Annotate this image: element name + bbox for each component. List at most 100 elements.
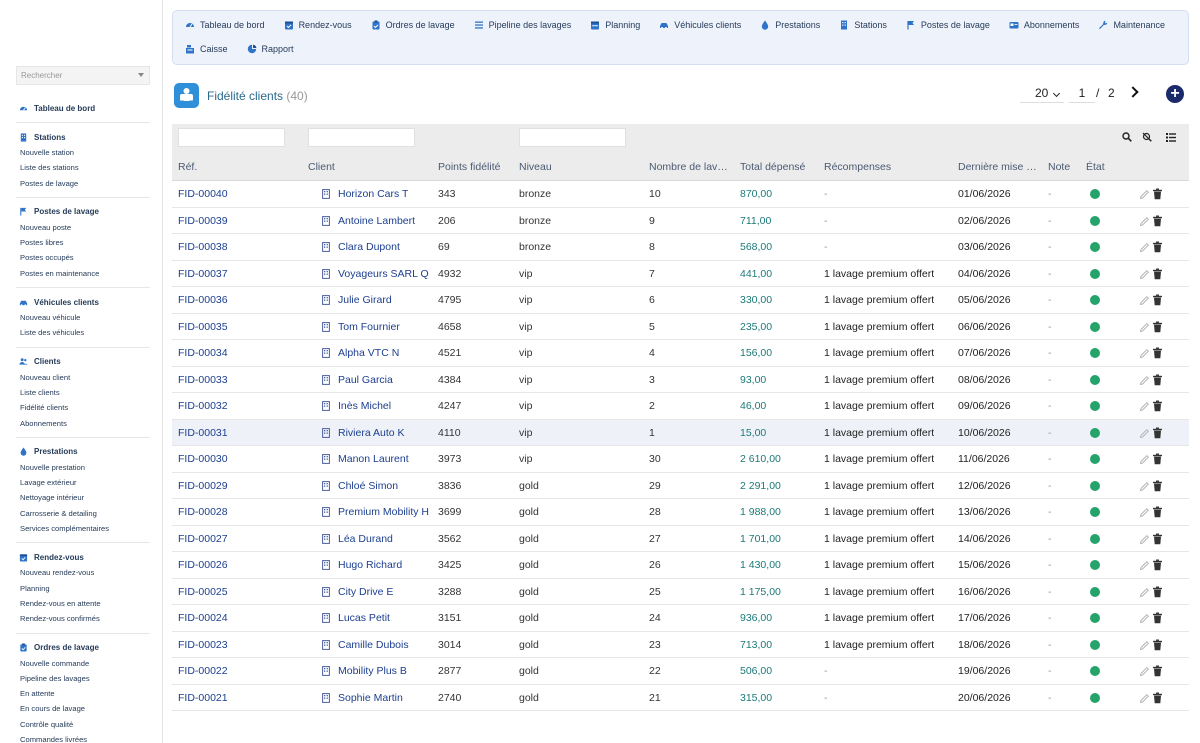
client-link[interactable]: Sophie Martin — [322, 692, 403, 704]
table-row[interactable]: FID-00023 Camille Dubois 3014 gold 23 713,00 1… — [172, 632, 1189, 658]
sidebar-item[interactable]: Nettoyage intérieur — [20, 493, 85, 503]
client-link[interactable]: Inès Michel — [322, 400, 391, 412]
ref-link[interactable]: FID-00039 — [178, 214, 228, 227]
sidebar-item[interactable]: Lavage extérieur — [20, 478, 77, 488]
edit-icon[interactable] — [1139, 216, 1150, 227]
sidebar-item[interactable]: Postes occupés — [20, 253, 74, 263]
top-nav-item[interactable]: Rapport — [247, 44, 294, 54]
trash-icon[interactable] — [1152, 533, 1163, 545]
edit-icon[interactable] — [1139, 666, 1150, 677]
sidebar-item[interactable]: Carrosserie & detailing — [20, 508, 97, 518]
top-nav-item[interactable]: Rendez-vous — [284, 20, 352, 30]
top-nav-item[interactable]: Véhicules clients — [659, 20, 741, 30]
table-row[interactable]: FID-00033 Paul Garcia 4384 vip 3 93,00 1 lavag… — [172, 367, 1189, 393]
ref-link[interactable]: FID-00040 — [178, 188, 228, 200]
edit-icon[interactable] — [1139, 242, 1150, 253]
sidebar-item[interactable]: Liste clients — [20, 387, 60, 397]
trash-icon[interactable] — [1152, 347, 1163, 359]
sidebar-item[interactable]: Postes libres — [20, 238, 64, 248]
column-header[interactable]: Total dépensé — [740, 161, 806, 173]
sidebar-group-title[interactable]: Stations — [16, 129, 150, 145]
client-link[interactable]: Antoine Lambert — [322, 215, 415, 227]
sidebar-item[interactable]: En cours de lavage — [20, 704, 86, 714]
edit-icon[interactable] — [1139, 401, 1150, 412]
table-row[interactable]: FID-00021 Sophie Martin 2740 gold 21 315,00 - 2… — [172, 685, 1189, 711]
edit-icon[interactable] — [1139, 534, 1150, 545]
top-nav-item[interactable]: Prestations — [760, 20, 820, 30]
column-header[interactable]: Récompenses — [824, 161, 892, 173]
ref-link[interactable]: FID-00036 — [178, 294, 228, 306]
edit-icon[interactable] — [1139, 348, 1150, 359]
trash-icon[interactable] — [1152, 665, 1163, 677]
client-link[interactable]: Voyageurs SARL Q — [322, 268, 429, 280]
sidebar-item[interactable]: Nouveau rendez-vous — [20, 568, 95, 578]
sidebar-group-title[interactable]: Véhicules clients — [16, 294, 150, 310]
table-row[interactable]: FID-00034 Alpha VTC N 4521 vip 4 156,00 1 lava… — [172, 340, 1189, 367]
client-link[interactable]: Alpha VTC N — [322, 347, 399, 359]
client-link[interactable]: Tom Fournier — [322, 321, 400, 333]
sidebar-item[interactable]: Nouvelle station — [20, 148, 75, 157]
edit-icon[interactable] — [1139, 375, 1150, 386]
top-nav-item[interactable]: Caisse — [185, 44, 228, 54]
trash-icon[interactable] — [1152, 321, 1163, 333]
sidebar-item[interactable]: Commandes livrées — [20, 735, 88, 743]
edit-icon[interactable] — [1139, 428, 1150, 439]
add-record-button[interactable]: + — [1166, 85, 1184, 103]
edit-icon[interactable] — [1139, 560, 1150, 571]
top-nav-item[interactable]: Planning — [590, 20, 640, 30]
table-row[interactable]: FID-00025 City Drive E 3288 gold 25 1 175,00 1… — [172, 579, 1189, 605]
column-header[interactable]: État — [1086, 161, 1105, 173]
sidebar-item[interactable]: Rendez-vous en attente — [20, 598, 101, 608]
ref-link[interactable]: FID-00024 — [178, 612, 228, 624]
ref-link[interactable]: FID-00029 — [178, 479, 228, 492]
client-link[interactable]: Premium Mobility H — [322, 506, 429, 518]
table-row[interactable]: FID-00026 Hugo Richard 3425 gold 26 1 430,00 1… — [172, 552, 1189, 579]
ref-link[interactable]: FID-00023 — [178, 638, 228, 651]
ref-link[interactable]: FID-00035 — [178, 320, 228, 333]
ref-link[interactable]: FID-00025 — [178, 585, 228, 598]
clear-filter-icon[interactable] — [1142, 132, 1152, 142]
sidebar-item[interactable]: Nouvelle commande — [20, 658, 90, 668]
list-options-icon[interactable] — [1166, 132, 1176, 142]
ref-link[interactable]: FID-00021 — [178, 691, 228, 704]
sidebar-group-title[interactable]: Prestations — [16, 444, 150, 460]
ref-link[interactable]: FID-00032 — [178, 400, 228, 412]
sidebar-item[interactable]: Pipeline des lavages — [20, 673, 90, 683]
trash-icon[interactable] — [1152, 639, 1163, 651]
client-link[interactable]: Paul Garcia — [322, 374, 393, 386]
top-nav-item[interactable]: Pipeline des lavages — [474, 20, 571, 30]
sidebar-search-select[interactable]: Rechercher — [16, 66, 150, 85]
sidebar-item[interactable]: Nouveau poste — [20, 222, 72, 232]
sidebar-group-title[interactable]: Rendez-vous — [16, 549, 150, 565]
table-row[interactable]: FID-00039 Antoine Lambert 206 bronze 9 711,00… — [172, 208, 1189, 234]
edit-icon[interactable] — [1139, 587, 1150, 598]
sidebar-item[interactable]: Contrôle qualité — [20, 719, 74, 729]
edit-icon[interactable] — [1139, 693, 1150, 704]
sidebar-group-title[interactable]: Tableau de bord — [16, 100, 150, 116]
ref-link[interactable]: FID-00022 — [178, 665, 228, 677]
sidebar-item[interactable]: Liste des véhicules — [20, 328, 85, 338]
client-link[interactable]: Clara Dupont — [322, 241, 400, 253]
client-link[interactable]: Manon Laurent — [322, 453, 409, 465]
trash-icon[interactable] — [1152, 692, 1163, 704]
ref-link[interactable]: FID-00031 — [178, 426, 228, 439]
ref-link[interactable]: FID-00038 — [178, 241, 228, 253]
trash-icon[interactable] — [1152, 612, 1163, 624]
client-link[interactable]: Hugo Richard — [322, 559, 402, 571]
column-header[interactable]: Dernière mise … — [958, 161, 1037, 173]
column-header[interactable]: Points fidélité — [438, 161, 501, 173]
table-row[interactable]: FID-00031 Riviera Auto K 4110 vip 1 15,00 1 la… — [172, 419, 1189, 446]
sidebar-item[interactable]: Services complémentaires — [20, 524, 110, 534]
client-link[interactable]: City Drive E — [322, 586, 393, 598]
sidebar-item[interactable]: Postes de lavage — [20, 178, 79, 188]
ref-link[interactable]: FID-00028 — [178, 506, 228, 518]
trash-icon[interactable] — [1152, 559, 1163, 571]
top-nav-item[interactable]: Abonnements — [1009, 20, 1079, 30]
current-page-input[interactable]: 1 — [1069, 85, 1095, 103]
ref-link[interactable]: FID-00026 — [178, 559, 228, 571]
client-link[interactable]: Riviera Auto K — [322, 427, 405, 439]
page-size-select[interactable]: 20 — [1020, 85, 1064, 103]
sidebar-group-title[interactable]: Postes de lavage — [16, 204, 150, 220]
top-nav-item[interactable]: Tableau de bord — [185, 20, 265, 30]
table-row[interactable]: FID-00024 Lucas Petit 3151 gold 24 936,00 1 la… — [172, 605, 1189, 632]
